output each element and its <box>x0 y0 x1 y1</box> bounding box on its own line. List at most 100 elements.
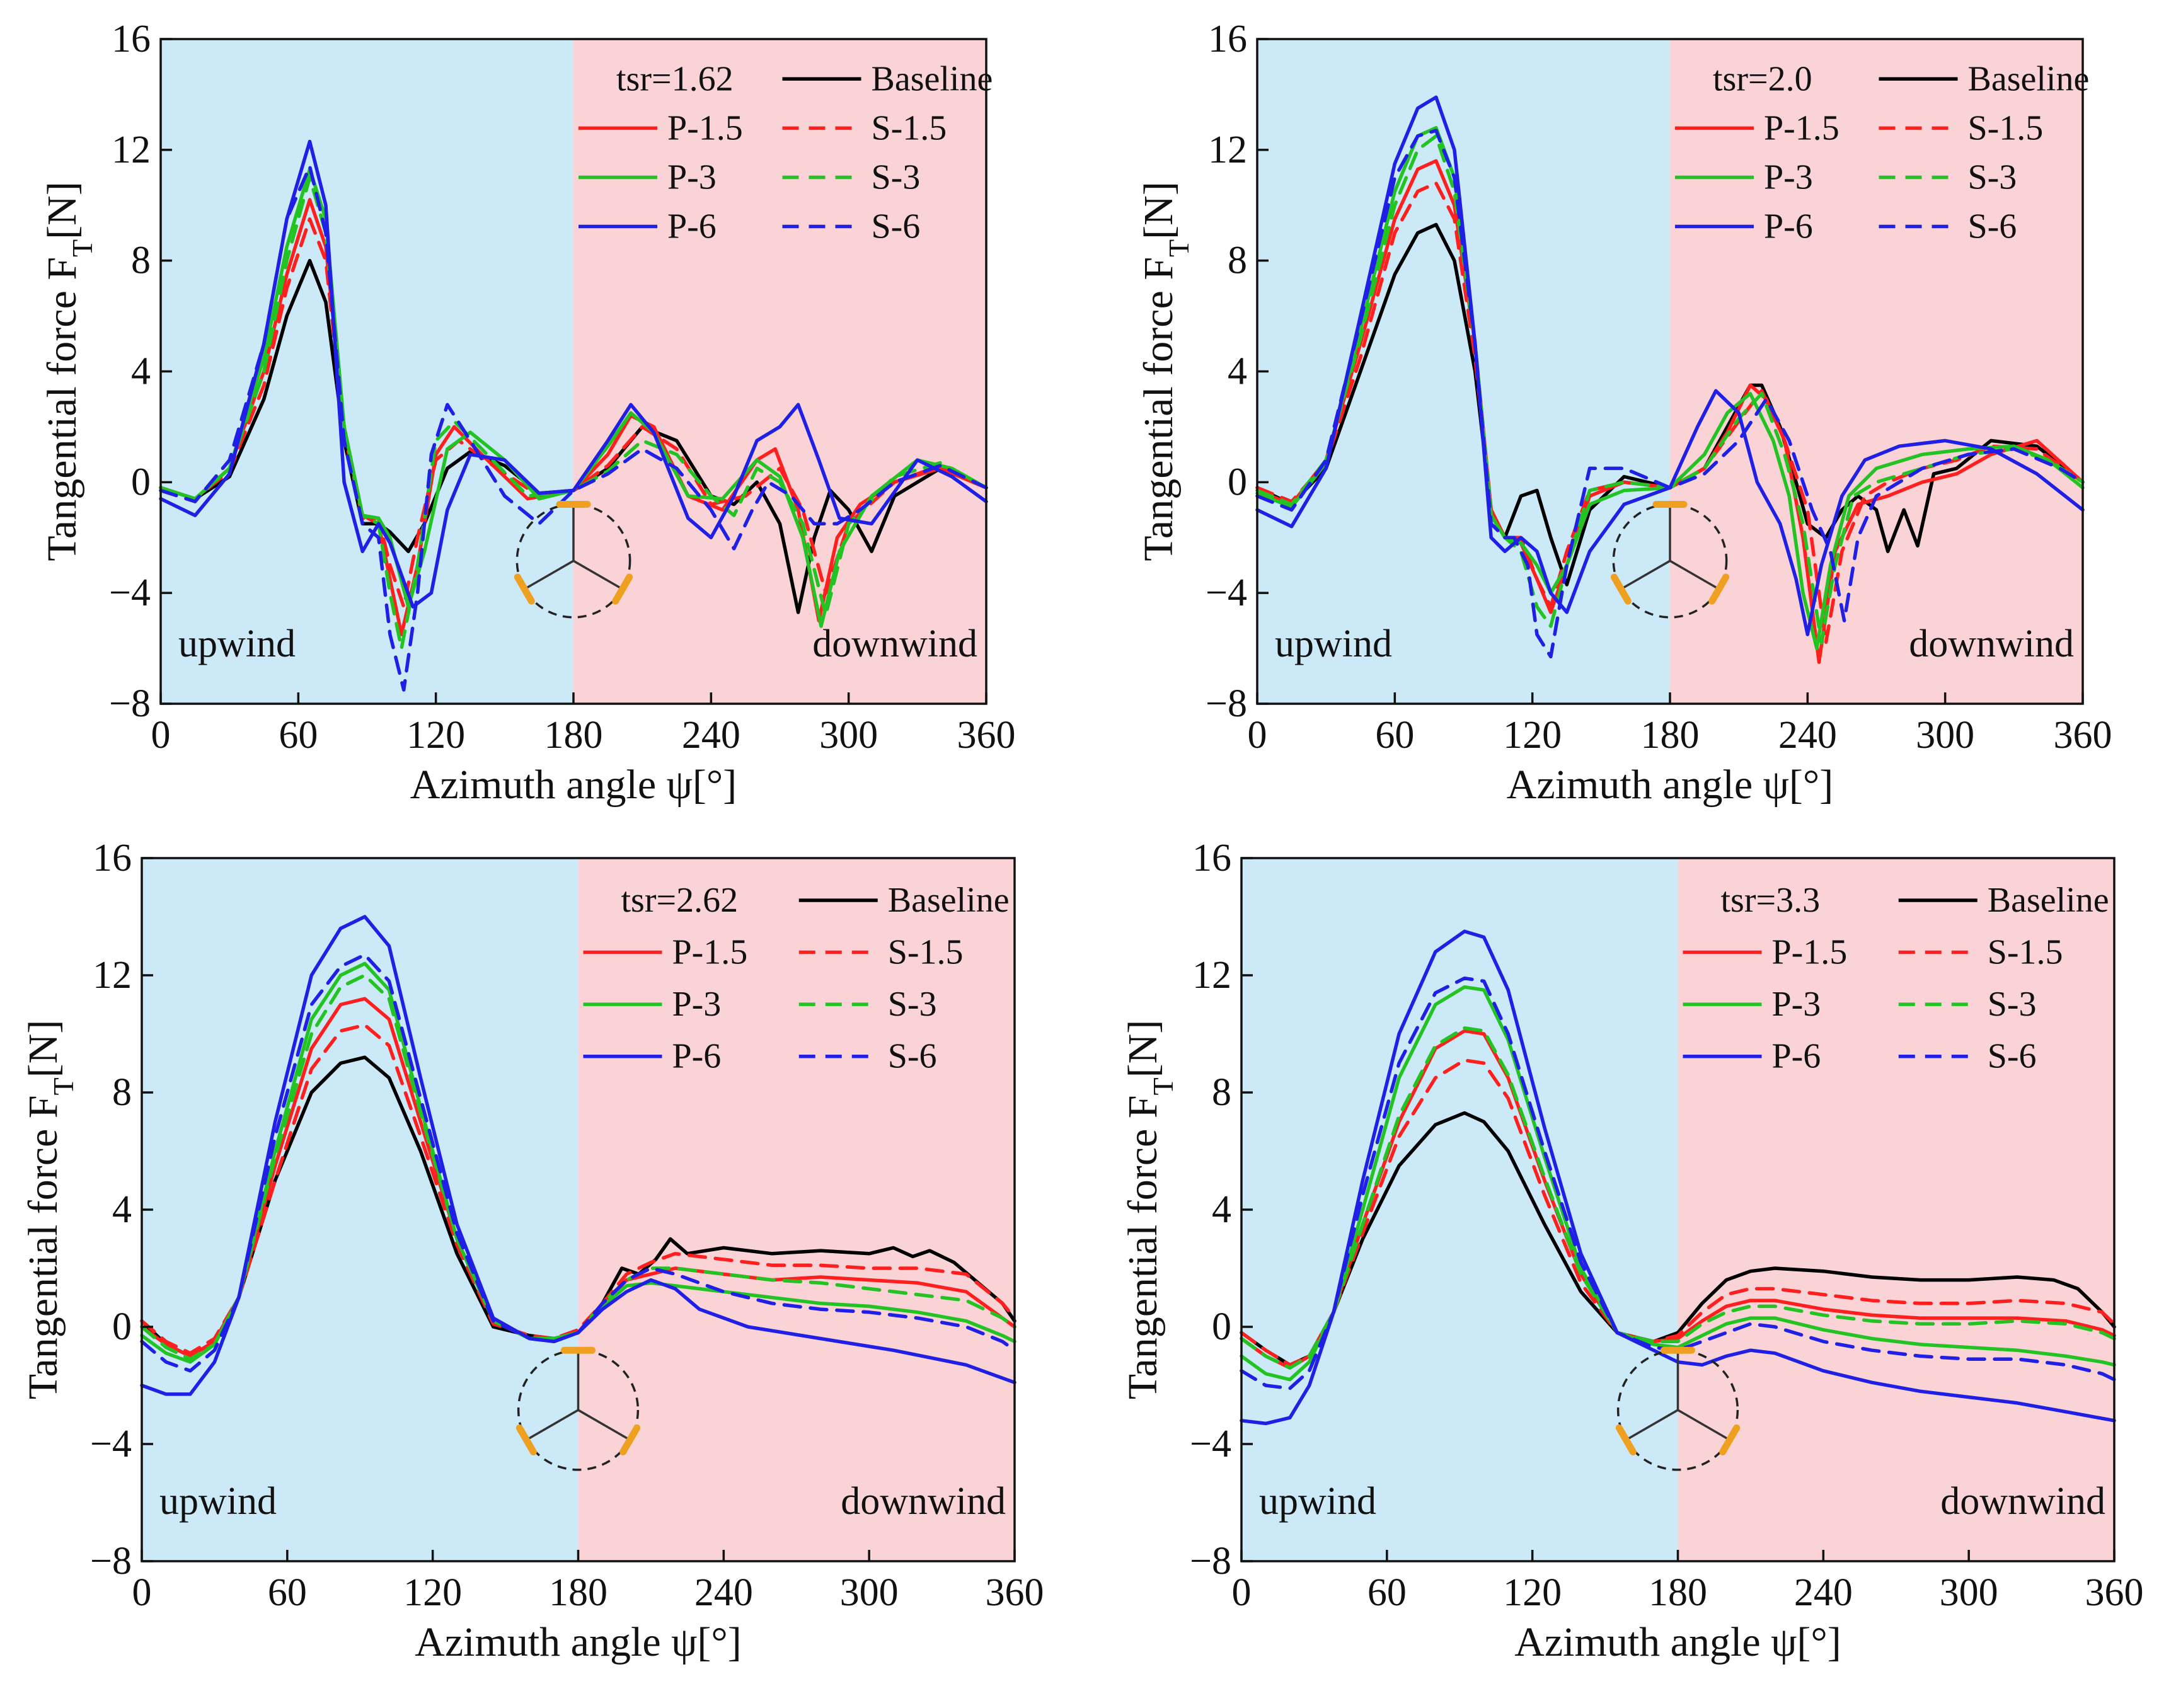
chart-panel-bottom-right: 0 60 120 180 240 300 360 −8 −4 0 4 8 12 16 Azimuth ang… <box>1120 837 2144 1665</box>
rotor-blade <box>612 573 633 605</box>
rotor-spoke <box>1677 1409 1730 1441</box>
y-axis-title-subscript: T <box>66 239 98 257</box>
rotor-blade <box>1610 573 1632 605</box>
y-axis-title-main: Tangential force F <box>1120 1095 1166 1399</box>
y-axis-title-unit: [N] <box>39 181 85 239</box>
x-tick-label: 0 <box>1232 1571 1252 1614</box>
upwind-label: upwind <box>1275 622 1392 665</box>
legend-entry-label: P-3 <box>667 158 717 197</box>
rotor-spoke <box>524 559 574 590</box>
x-tick-label: 60 <box>1375 714 1414 757</box>
series-line-s-6 <box>1240 976 2116 1390</box>
y-axis-title-main: Tangential force F <box>39 257 85 561</box>
legend-entry-label: S-1.5 <box>1968 108 2044 147</box>
y-tick-label: −8 <box>1206 682 1247 725</box>
downwind-region <box>578 858 1015 1561</box>
y-axis-title: Tangential force FT[N] <box>1136 181 1195 561</box>
y-axis-title-unit: [N] <box>1136 181 1182 239</box>
x-tick-label: 360 <box>2085 1571 2144 1614</box>
y-tick-label: −8 <box>1190 1540 1231 1583</box>
y-tick-label: −4 <box>1206 571 1247 614</box>
legend-entry-label: Baseline <box>1988 881 2109 920</box>
legend-entry-label: P-6 <box>667 207 717 246</box>
y-axis-title-subscript: T <box>1163 239 1195 257</box>
downwind-region <box>1670 39 2083 704</box>
x-tick-label: 360 <box>986 1571 1044 1614</box>
upwind-region <box>161 39 573 704</box>
upwind-label: upwind <box>178 622 296 665</box>
x-tick-label: 0 <box>1248 714 1267 757</box>
y-tick-label: 4 <box>1212 1188 1231 1231</box>
y-axis-title: Tangential force FT[N] <box>20 1020 79 1400</box>
rotor-circle <box>1616 1349 1739 1471</box>
y-tick-label: 16 <box>1208 18 1247 60</box>
upwind-region <box>142 858 579 1561</box>
legend-tsr-label: tsr=3.3 <box>1721 881 1821 920</box>
legend-entry-label: P-6 <box>1772 1037 1821 1076</box>
x-tick-label: 120 <box>403 1571 462 1614</box>
legend: tsr=2.62 Baseline P-1.5 S-1.5 P-3 S-3 P-6 S-6 <box>583 881 1010 1076</box>
legend-entry-label: Baseline <box>888 881 1010 920</box>
y-axis-title-subscript: T <box>1147 1077 1179 1095</box>
x-tick-label: 120 <box>406 714 465 757</box>
x-tick-label: 120 <box>1503 714 1562 757</box>
y-tick-label: −4 <box>90 1423 132 1465</box>
x-tick-label: 0 <box>132 1571 152 1614</box>
y-tick-label: 12 <box>1192 954 1231 997</box>
rotor-blade <box>1615 1424 1637 1456</box>
y-axis-title-unit: [N] <box>20 1020 66 1078</box>
x-tick-label: 120 <box>1503 1571 1562 1614</box>
x-tick-label: 180 <box>1641 714 1700 757</box>
legend-tsr-label: tsr=2.62 <box>621 881 739 920</box>
chart-panel-top-left: 0 60 120 180 240 300 360 −8 −4 0 4 8 12 16 Azimuth ang… <box>39 18 1016 808</box>
legend-entry-label: Baseline <box>872 59 993 98</box>
legend-entry-label: S-1.5 <box>1988 933 2063 972</box>
y-tick-label: 8 <box>112 1071 132 1114</box>
legend-tsr-label: tsr=1.62 <box>616 59 734 98</box>
y-axis-title-main: Tangential force F <box>1136 257 1182 561</box>
downwind-label: downwind <box>841 1480 1006 1523</box>
y-tick-label: 16 <box>1192 837 1231 880</box>
rotor-icon <box>1610 501 1730 619</box>
series-line-p-3 <box>1255 125 2085 650</box>
x-tick-label: 180 <box>544 714 603 757</box>
upwind-region <box>1257 39 1670 704</box>
x-tick-label: 60 <box>268 1571 307 1614</box>
legend-entry-label: S-6 <box>888 1037 937 1076</box>
x-tick-label: 360 <box>2054 714 2112 757</box>
downwind-label: downwind <box>1940 1480 2105 1523</box>
x-tick-label: 60 <box>279 714 318 757</box>
y-tick-label: 16 <box>93 837 132 880</box>
legend-entry-label: P-1.5 <box>1772 933 1848 972</box>
y-tick-label: 8 <box>131 239 151 282</box>
rotor-circle <box>517 1349 640 1471</box>
series-line-s-3 <box>140 973 1016 1361</box>
y-tick-label: −4 <box>109 571 151 614</box>
rotor-blade <box>619 1424 641 1456</box>
series-line-s-6 <box>159 164 988 692</box>
downwind-label: downwind <box>812 622 977 665</box>
y-axis-title-unit: [N] <box>1120 1020 1166 1078</box>
series-lines <box>140 915 1016 1396</box>
rotor-icon <box>515 1346 641 1471</box>
x-tick-label: 300 <box>840 1571 899 1614</box>
x-tick-label: 240 <box>682 714 740 757</box>
legend-entry-label: P-1.5 <box>672 933 748 972</box>
series-lines <box>1255 95 2085 664</box>
legend-entry-label: P-3 <box>672 985 722 1024</box>
series-line-s-6 <box>1255 129 2085 659</box>
legend-entry-label: S-6 <box>1988 1037 2037 1076</box>
y-tick-label: 8 <box>1212 1071 1231 1114</box>
rotor-spoke <box>1625 1409 1679 1441</box>
y-tick-label: 4 <box>131 350 151 393</box>
x-tick-label: 60 <box>1367 1571 1407 1614</box>
legend-entry-label: P-6 <box>1764 207 1813 246</box>
x-tick-label: 300 <box>819 714 878 757</box>
x-axis-title: Azimuth angle ψ[°] <box>415 1619 742 1665</box>
rotor-blade <box>1719 1424 1741 1456</box>
downwind-region <box>573 39 986 704</box>
chart-panel-bottom-left: 0 60 120 180 240 300 360 −8 −4 0 4 8 12 16 Azimuth ang… <box>20 837 1044 1665</box>
legend-entry-label: P-3 <box>1772 985 1821 1024</box>
legend-entry-label: S-3 <box>888 985 937 1024</box>
legend-entry-label: S-1.5 <box>888 933 964 972</box>
